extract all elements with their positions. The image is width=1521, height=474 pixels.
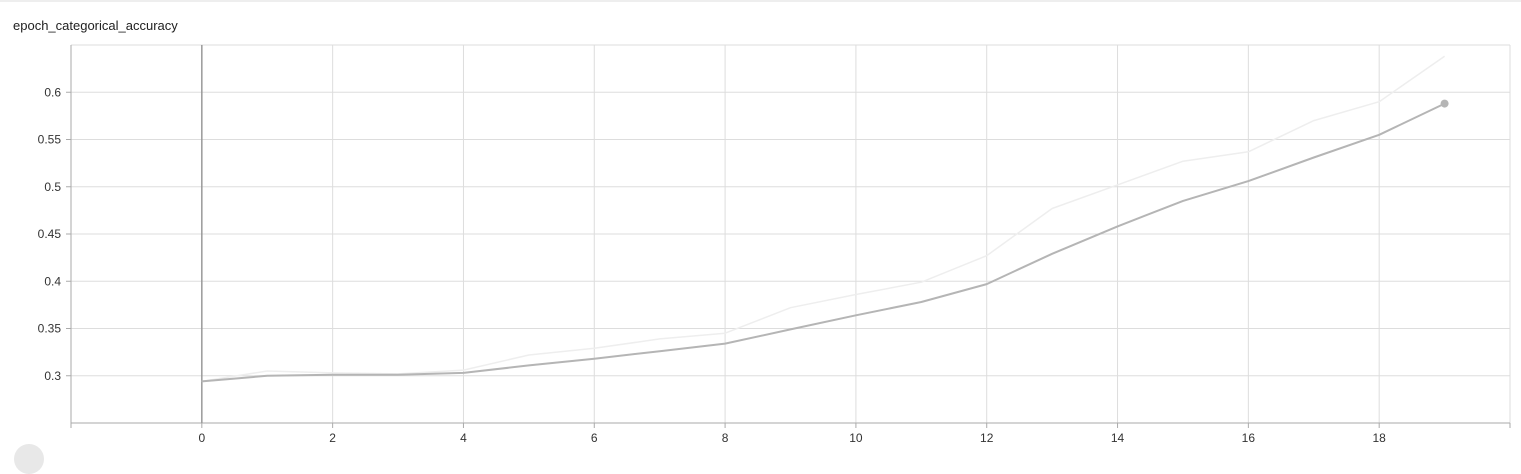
- y-tick-label: 0.5: [44, 180, 61, 194]
- x-tick-label: 12: [980, 431, 994, 445]
- x-tick-label: 18: [1373, 431, 1387, 445]
- grid-lines: [71, 44, 1511, 423]
- x-tick-label: 4: [460, 431, 467, 445]
- series-line-raw: [201, 55, 1446, 383]
- axes: [66, 45, 1511, 428]
- series-lines: [201, 55, 1449, 383]
- panel-top-border: [0, 0, 1521, 2]
- x-tick-label: 8: [722, 431, 729, 445]
- x-tick-label: 6: [591, 431, 598, 445]
- x-tick-label: 16: [1242, 431, 1256, 445]
- series-end-point: [1440, 99, 1449, 108]
- x-tick-label: 2: [329, 431, 336, 445]
- y-tick-label: 0.6: [44, 85, 61, 99]
- y-tick-label: 0.4: [44, 274, 61, 288]
- chart-area[interactable]: 0 2 4 6 8 10 12 14 16 18 0.3 0.35 0.4 0.45 0.5 0.55 0.6: [0, 0, 1521, 452]
- x-tick-label: 14: [1111, 431, 1125, 445]
- x-tick-label: 0: [198, 431, 205, 445]
- x-tick-label: 10: [849, 431, 863, 445]
- y-tick-label: 0.45: [38, 227, 62, 241]
- chart-title: epoch_categorical_accuracy: [13, 18, 178, 33]
- tick-labels: 0 2 4 6 8 10 12 14 16 18 0.3 0.35 0.4 0.45 0.5 0.55 0.6: [38, 85, 1387, 445]
- series-line-smoothed: [201, 102, 1446, 383]
- corner-button[interactable]: [14, 444, 44, 474]
- y-tick-label: 0.55: [38, 133, 62, 147]
- line-chart[interactable]: 0 2 4 6 8 10 12 14 16 18 0.3 0.35 0.4 0.45 0.5 0.55 0.6: [0, 0, 1521, 452]
- y-tick-label: 0.35: [38, 322, 62, 336]
- y-tick-label: 0.3: [44, 369, 61, 383]
